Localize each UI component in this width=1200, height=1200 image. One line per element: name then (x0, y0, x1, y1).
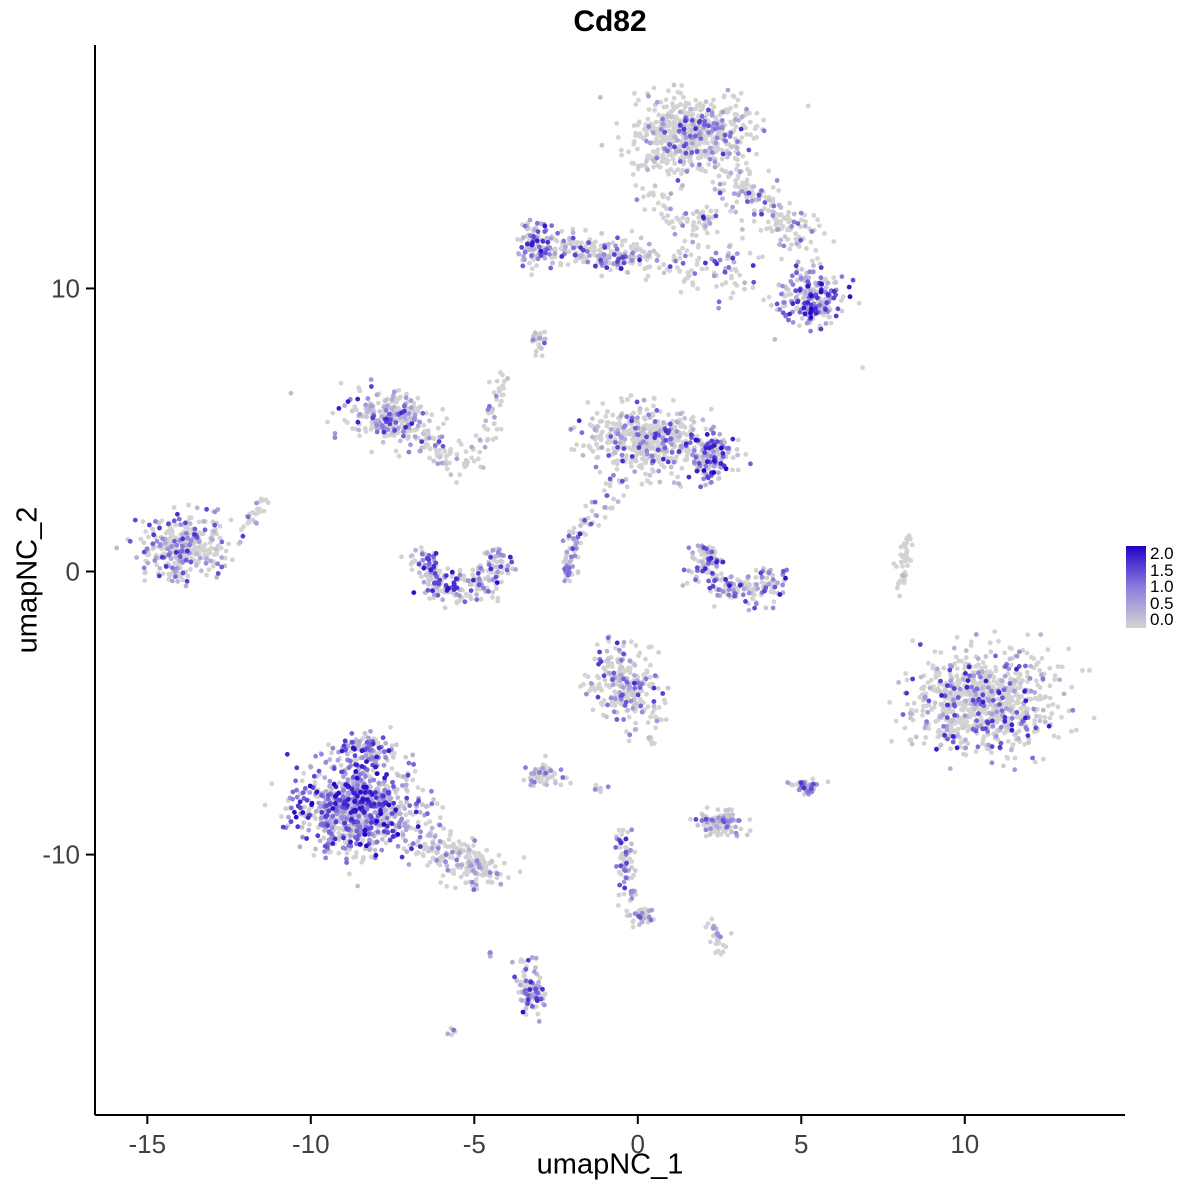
legend-label: 0.0 (1150, 610, 1174, 629)
legend-label: 1.0 (1150, 577, 1174, 596)
axes-layer: -15 -10 -5 0 5 10 -10 0 10 (42, 45, 1125, 1159)
legend-labels: 2.0 1.5 1.0 0.5 0.0 (1150, 544, 1174, 629)
y-tick-label: 0 (66, 557, 80, 587)
x-tick-label: 0 (631, 1129, 645, 1159)
legend-gradient-bar (1126, 546, 1146, 628)
x-tick-label: 10 (950, 1129, 979, 1159)
plot-title: Cd82 (573, 5, 647, 38)
y-tick-label: 10 (51, 273, 80, 303)
y-axis-label: umapNC_2 (11, 506, 44, 654)
points-layer (114, 82, 1097, 1038)
x-tick-label: 5 (794, 1129, 808, 1159)
legend-label: 1.5 (1150, 560, 1174, 580)
x-tick-label: -5 (463, 1129, 486, 1159)
x-tick-label: -10 (292, 1129, 330, 1159)
x-tick-label: -15 (129, 1129, 167, 1159)
legend-label: 2.0 (1150, 544, 1174, 563)
legend-label: 0.5 (1150, 593, 1174, 613)
color-legend: 2.0 1.5 1.0 0.5 0.0 (1126, 544, 1174, 629)
y-tick-label: -10 (42, 840, 80, 870)
x-axis-label: umapNC_1 (536, 1148, 684, 1181)
